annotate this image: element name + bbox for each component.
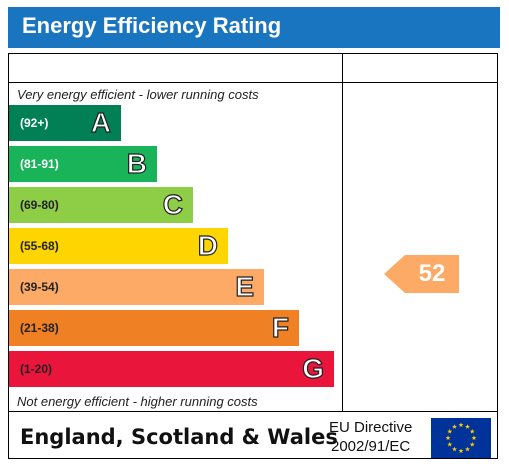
- band-g-letter: G: [302, 352, 325, 384]
- band-f: (21-38) F: [9, 310, 299, 346]
- column-divider: [342, 53, 343, 411]
- current-rating-value: 52: [418, 260, 446, 287]
- region-label: England, Scotland & Wales: [20, 425, 338, 449]
- band-b-letter: B: [126, 147, 147, 179]
- eu-star: [465, 424, 470, 429]
- eu-star: [447, 441, 453, 447]
- band-d-letter: D: [197, 229, 218, 261]
- band-e-range: (39-54): [20, 280, 59, 294]
- rating-table: [8, 53, 498, 459]
- eu-star: [458, 422, 464, 428]
- band-e-letter: E: [235, 270, 255, 302]
- eu-flag-stars: [445, 422, 477, 454]
- eu-star: [452, 446, 457, 452]
- eu-star: [469, 428, 475, 434]
- band-b-range: (81-91): [20, 157, 59, 171]
- page-title: Energy Efficiency Rating: [22, 13, 282, 38]
- eu-star: [447, 428, 453, 434]
- header-bar: Energy Efficiency Rating: [8, 7, 500, 48]
- band-c-letter: C: [162, 188, 183, 220]
- band-g-range: (1-20): [20, 362, 53, 376]
- eu-flag-icon: [431, 418, 491, 458]
- band-d: (55-68) D: [9, 228, 228, 264]
- caption-efficient: Very energy efficient - lower running co…: [17, 87, 259, 102]
- band-a: (92+) A: [9, 105, 121, 141]
- band-b: (81-91) B: [9, 146, 157, 182]
- current-rating-arrow-shape: [384, 255, 459, 293]
- band-c-range: (69-80): [20, 198, 59, 212]
- eu-star: [469, 441, 475, 447]
- caption-inefficient: Not energy efficient - higher running co…: [17, 394, 258, 409]
- directive-line-2: 2002/91/EC: [331, 438, 411, 455]
- eu-star: [458, 448, 464, 454]
- band-e: (39-54) E: [9, 269, 264, 305]
- band-a-range: (92+): [20, 116, 49, 130]
- eu-star: [445, 435, 451, 441]
- band-c: (69-80) C: [9, 187, 193, 223]
- eu-star: [465, 446, 470, 452]
- band-f-range: (21-38): [20, 321, 59, 335]
- band-g: (1-20) G: [9, 351, 334, 387]
- current-rating-arrow: [384, 255, 459, 293]
- band-f-letter: F: [271, 311, 289, 343]
- footer-row-divider: [8, 411, 498, 412]
- band-d-range: (55-68): [20, 239, 59, 253]
- eu-star: [452, 424, 457, 429]
- band-a-letter: A: [90, 106, 111, 138]
- header-row-divider: [8, 82, 498, 83]
- directive-line-1: EU Directive: [329, 419, 413, 436]
- eu-star: [471, 435, 477, 441]
